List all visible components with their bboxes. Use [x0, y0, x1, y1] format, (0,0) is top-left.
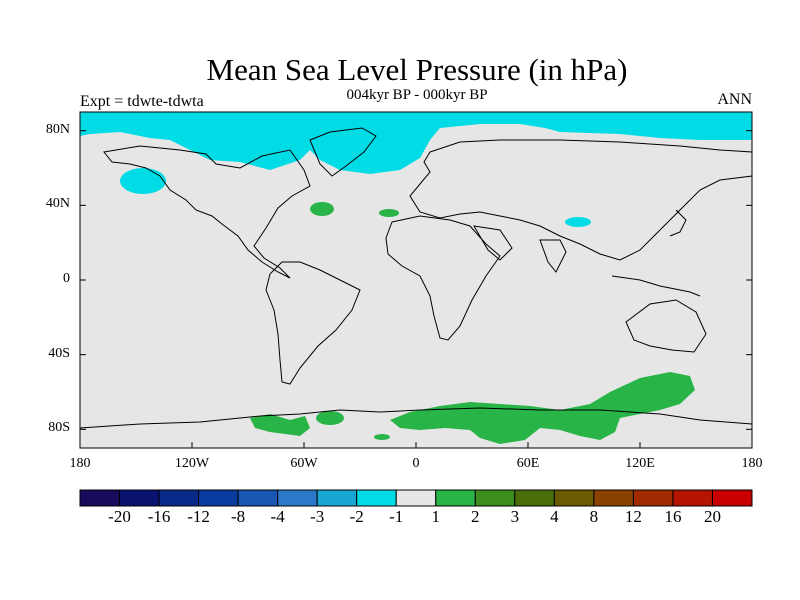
- colorbar-label: -4: [270, 507, 285, 526]
- colorbar-label: 2: [471, 507, 480, 526]
- colorbar-swatch: [277, 489, 318, 507]
- coastlines: [79, 127, 753, 429]
- lon-tick-label: 60W: [290, 456, 318, 471]
- lon-tick-label: 120E: [625, 456, 655, 471]
- lat-tick-label: 0: [63, 271, 70, 286]
- arctic-negative-anomaly: [80, 112, 752, 174]
- colorbar-label: 3: [510, 507, 520, 526]
- season-label: ANN: [717, 91, 752, 108]
- colorbar-swatch: [553, 489, 595, 507]
- eurasia-coast: [409, 139, 753, 261]
- positive-anomaly-regions: [250, 202, 695, 444]
- colorbar-swatch: [198, 489, 239, 507]
- colorbar-label: -20: [108, 507, 131, 526]
- ross-sea-positive-anomaly: [250, 414, 310, 436]
- colorbar-swatch: [316, 489, 358, 507]
- colorbar-label: 8: [589, 507, 599, 526]
- colorbar-swatch: [593, 489, 634, 507]
- lon-tick-label: 180: [69, 456, 91, 471]
- southern-ocean-positive-anomaly: [390, 372, 695, 444]
- map-area: [79, 111, 753, 449]
- atlantic-positive-anomaly-1: [310, 202, 334, 216]
- australia-coast: [625, 299, 707, 353]
- colorbar-label: -3: [310, 507, 325, 526]
- colorbar-label: -12: [187, 507, 210, 526]
- africa-coast: [385, 215, 501, 341]
- colorbar-swatch: [474, 489, 516, 507]
- greenland-coast: [309, 127, 377, 177]
- tibet-negative-anomaly: [565, 217, 591, 227]
- weddell-positive-anomaly: [316, 411, 344, 425]
- lon-tick-label: 0: [412, 456, 420, 471]
- atlantic-positive-anomaly-2: [379, 209, 399, 217]
- lon-tick-label: 60E: [516, 456, 540, 471]
- japan-coast: [669, 209, 687, 237]
- indonesia-coast: [611, 275, 701, 297]
- colorbar-swatch: [395, 489, 437, 507]
- lat-tick-label: 80S: [48, 420, 70, 436]
- colorbar-label: -2: [349, 507, 364, 526]
- negative-anomaly-regions: [80, 112, 752, 227]
- south-america-coast: [265, 261, 361, 385]
- antarctica-coast: [79, 407, 753, 429]
- india-coast: [539, 239, 567, 273]
- colorbar-swatch: [514, 489, 555, 507]
- colorbar-swatch: [632, 489, 674, 507]
- colorbar-swatch: [672, 489, 713, 507]
- colorbar-label: 20: [703, 507, 721, 526]
- colorbar-swatch: [79, 489, 121, 507]
- lon-tick-label: 120W: [174, 456, 210, 471]
- colorbar-swatch: [237, 489, 279, 507]
- colorbar-label: 1: [431, 507, 441, 526]
- colorbar-label: 4: [550, 507, 559, 526]
- colorbar: [79, 489, 753, 507]
- colorbar-label: -1: [389, 507, 404, 526]
- lat-tick-label: 40S: [48, 345, 70, 361]
- north-america-coast: [103, 145, 311, 279]
- colorbar-label: 12: [624, 507, 642, 526]
- lat-tick-label: 40N: [45, 196, 70, 212]
- north-pacific-negative-anomaly: [120, 168, 166, 194]
- colorbar-label: -16: [147, 507, 171, 526]
- arabia-coast: [473, 225, 513, 261]
- colorbar-label: -8: [231, 507, 246, 526]
- chart-subtitle: 004kyr BP - 000kyr BP: [346, 87, 488, 103]
- south-atlantic-small-anomaly: [374, 434, 390, 440]
- colorbar-label: 16: [664, 507, 682, 526]
- lat-tick-label: 80N: [45, 121, 70, 137]
- experiment-label: Expt = tdwte-tdwta: [80, 93, 204, 110]
- chart-title: Mean Sea Level Pressure (in hPa): [206, 52, 628, 87]
- colorbar-swatch: [119, 489, 160, 507]
- colorbar-swatch: [356, 489, 397, 507]
- map-ticks: [79, 130, 753, 448]
- colorbar-swatch: [711, 489, 753, 507]
- colorbar-swatch: [158, 489, 200, 507]
- colorbar-swatch: [435, 489, 476, 507]
- lon-tick-label: 180: [741, 456, 763, 471]
